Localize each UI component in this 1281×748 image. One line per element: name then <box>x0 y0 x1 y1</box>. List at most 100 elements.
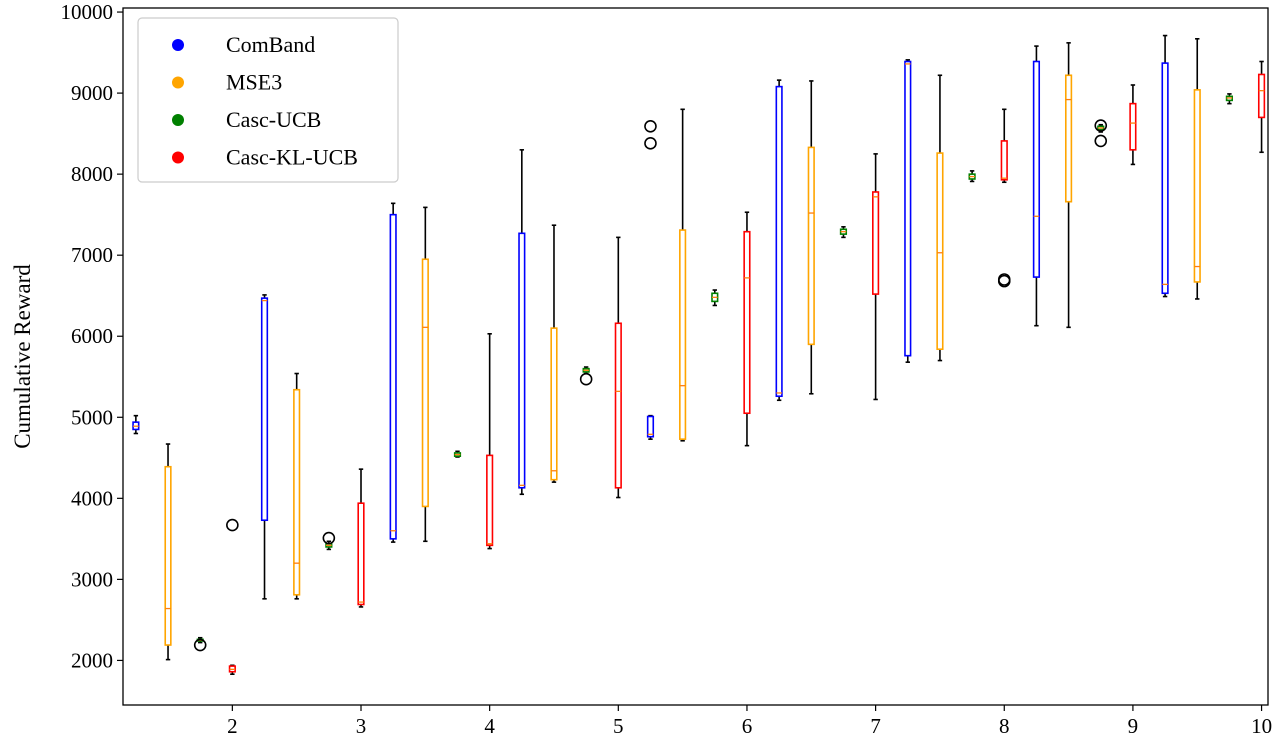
box-iqr <box>486 454 494 547</box>
box-iqr <box>1193 89 1201 283</box>
legend-marker <box>172 39 184 51</box>
box-iqr <box>904 60 912 357</box>
box-iqr <box>293 388 301 596</box>
box-casc-ucb <box>322 531 336 551</box>
box-iqr <box>1064 74 1073 203</box>
box-casc-kl-ucb <box>357 468 365 608</box>
x-tick-label: 6 <box>742 714 753 738</box>
box-mse3 <box>807 80 815 395</box>
outlier-point <box>644 120 657 133</box>
box-iqr <box>614 322 622 489</box>
x-axis: 2 3 4 5 6 7 8 9 10 <box>227 705 1272 738</box>
box-mse3 <box>293 372 301 600</box>
legend-box <box>137 17 399 183</box>
box-comband <box>775 79 783 402</box>
box-casc-ucb <box>1225 93 1234 105</box>
box-casc-kl-ucb <box>743 211 751 447</box>
box-casc-ucb <box>579 366 593 386</box>
outlier-point <box>1094 119 1108 132</box>
y-tick-label: 4000 <box>71 486 113 510</box>
box-iqr <box>389 213 397 540</box>
box-casc-kl-ucb <box>486 333 494 550</box>
x-tick-label: 5 <box>613 714 624 738</box>
box-comband <box>132 414 140 435</box>
x-tick-label: 3 <box>356 714 367 738</box>
box-mse3 <box>550 224 558 483</box>
legend: ComBand MSE3 Casc-UCB Casc-KL-UCB <box>137 17 399 183</box>
legend-label: MSE3 <box>226 70 282 95</box>
x-tick-label: 8 <box>999 714 1010 738</box>
box-iqr <box>1257 73 1266 119</box>
y-tick-label: 10000 <box>61 0 114 24</box>
box-comband <box>1161 34 1169 298</box>
box-comband <box>389 202 397 543</box>
y-tick-label: 8000 <box>71 162 113 186</box>
plot-area <box>132 34 1266 676</box>
x-tick-label: 9 <box>1128 714 1139 738</box>
box-iqr <box>1129 102 1137 151</box>
y-tick-label: 5000 <box>71 405 113 429</box>
y-tick-label: 9000 <box>71 81 113 105</box>
box-iqr <box>872 191 880 295</box>
box-comband <box>518 149 526 496</box>
box-iqr <box>1000 140 1008 181</box>
y-tick-label: 3000 <box>71 567 113 591</box>
box-casc-ucb <box>968 170 976 183</box>
box-mse3 <box>164 443 172 661</box>
plot-frame <box>122 7 1269 706</box>
x-tick-label: 2 <box>227 714 238 738</box>
box-mse3 <box>936 74 944 362</box>
legend-marker <box>172 76 184 89</box>
outlier-point <box>322 531 336 545</box>
box-iqr <box>421 258 429 508</box>
outlier-point <box>579 372 593 386</box>
box-casc-ucb <box>1094 119 1108 148</box>
box-casc-kl-ucb <box>1129 84 1137 166</box>
outlier-point <box>1094 134 1108 148</box>
box-casc-ucb <box>453 450 462 458</box>
box-iqr <box>518 232 526 489</box>
y-tick-label: 2000 <box>71 648 113 672</box>
box-casc-kl-ucb <box>614 236 622 499</box>
box-comband <box>644 120 657 440</box>
legend-marker <box>172 114 184 126</box>
box-iqr <box>550 327 558 481</box>
legend-label: Casc-KL-UCB <box>226 145 358 170</box>
box-mse3 <box>1193 37 1201 300</box>
box-casc-ucb <box>839 226 848 239</box>
box-iqr <box>357 502 365 606</box>
x-tick-label: 7 <box>870 714 881 738</box>
box-iqr <box>679 229 687 440</box>
box-comband <box>260 294 269 600</box>
outlier-point <box>997 273 1011 286</box>
y-tick-label: 6000 <box>71 324 113 348</box>
y-axis: 2000 3000 4000 5000 6000 7000 8000 9000 10000 <box>61 0 123 672</box>
box-iqr <box>807 146 815 346</box>
box-mse3 <box>421 206 429 543</box>
box-casc-kl-ucb <box>1257 60 1266 154</box>
y-axis-label: Cumulative Reward <box>10 264 35 449</box>
box-iqr <box>775 85 783 398</box>
box-iqr <box>1032 60 1041 278</box>
legend-label: Casc-UCB <box>226 107 321 132</box>
y-tick-label: 7000 <box>71 243 113 267</box>
box-iqr <box>936 152 944 351</box>
box-casc-kl-ucb <box>997 108 1011 288</box>
box-casc-ucb <box>711 289 719 307</box>
outlier-point <box>193 638 207 652</box>
box-casc-kl-ucb <box>872 153 880 401</box>
box-comband <box>904 59 912 363</box>
x-tick-label: 10 <box>1251 714 1272 738</box>
x-tick-label: 4 <box>484 714 495 738</box>
box-iqr <box>743 230 751 415</box>
box-iqr <box>260 297 269 522</box>
box-iqr <box>1161 62 1169 295</box>
legend-label: ComBand <box>226 32 315 57</box>
box-mse3 <box>1064 42 1073 329</box>
box-casc-ucb <box>193 636 207 652</box>
outlier-point <box>226 518 239 532</box>
box-iqr <box>164 465 172 646</box>
legend-marker <box>172 151 184 164</box>
box-comband <box>1032 45 1041 327</box>
